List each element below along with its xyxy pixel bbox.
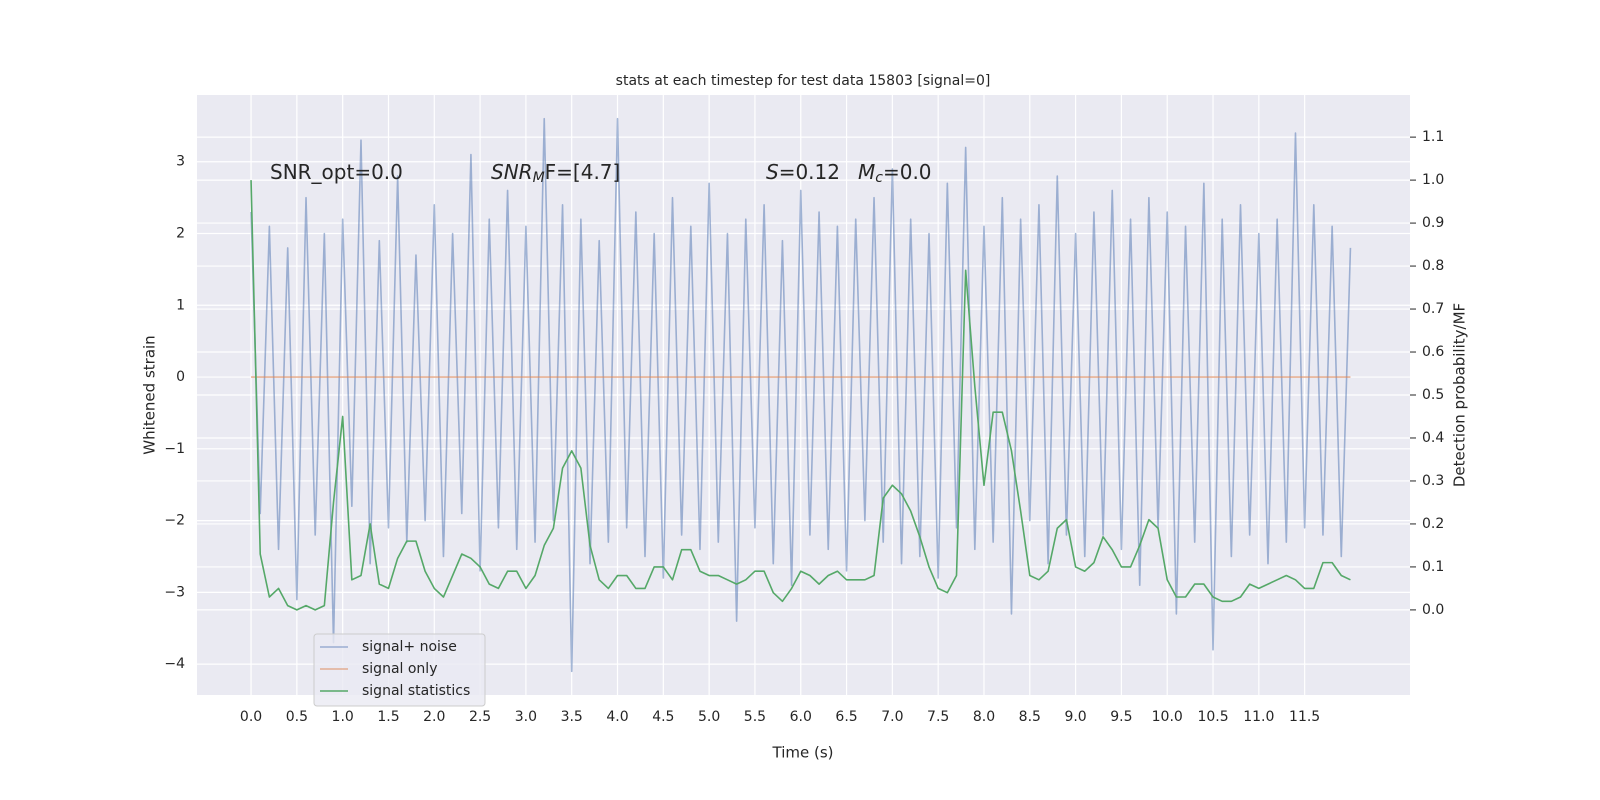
x-tick-label: 1.5 bbox=[377, 709, 399, 725]
x-tick-label: 4.5 bbox=[652, 709, 674, 725]
y-tick-label: −2 bbox=[164, 513, 185, 529]
x-tick-label: 0.5 bbox=[286, 709, 308, 725]
x-tick-label: 9.5 bbox=[1110, 709, 1132, 725]
x-axis-label: Time (s) bbox=[772, 744, 834, 762]
x-tick-label: 2.0 bbox=[423, 709, 445, 725]
annotation-part: M bbox=[533, 170, 545, 186]
x-tick-label: 7.0 bbox=[881, 709, 903, 725]
y-tick-label: 0 bbox=[176, 369, 185, 385]
x-tick-label: 10.0 bbox=[1152, 709, 1183, 725]
legend-label: signal+ noise bbox=[362, 639, 457, 655]
labels: 0.0 0.5 1.0 1.5 2.0 2.5 3.0 3.5 4.0 4.5 5.0 5.5 6.0 6… bbox=[164, 129, 1444, 725]
annotation-part: c bbox=[875, 170, 883, 186]
y2-tick-label: 0.9 bbox=[1422, 215, 1444, 231]
series-line bbox=[250, 180, 1351, 611]
annotation-part: SNR_opt=0.0 bbox=[270, 160, 403, 184]
y-tick-label: 1 bbox=[176, 297, 185, 313]
series-line bbox=[250, 117, 1352, 673]
y2-tick-label: 0.3 bbox=[1422, 473, 1444, 489]
y-tick-label: 3 bbox=[176, 154, 185, 170]
y-tick-label: −1 bbox=[164, 441, 185, 457]
annotation-part: M bbox=[858, 160, 875, 184]
y-tick-label: −3 bbox=[164, 584, 185, 600]
y-tick-label: −4 bbox=[164, 656, 185, 672]
y2-tick-label: 0.2 bbox=[1422, 516, 1444, 532]
y2-tick-label: 1.0 bbox=[1422, 172, 1444, 188]
x-tick-label: 11.0 bbox=[1243, 709, 1274, 725]
y2-axis-label: Detection probability/MF bbox=[1451, 303, 1469, 487]
y-axis-label: Whitened strain bbox=[141, 335, 159, 454]
x-tick-label: 6.0 bbox=[790, 709, 812, 725]
x-tick-label: 8.0 bbox=[973, 709, 995, 725]
y2-tick-label: 0.7 bbox=[1422, 301, 1444, 317]
y2-tick-label: 0.0 bbox=[1422, 602, 1444, 618]
annotation-part: F=[4.7] bbox=[545, 160, 621, 184]
y2-tick-label: 0.8 bbox=[1422, 258, 1444, 274]
x-tick-label: 6.5 bbox=[835, 709, 857, 725]
x-tick-label: 8.5 bbox=[1019, 709, 1041, 725]
x-tick-label: 5.0 bbox=[698, 709, 720, 725]
y2-tick-label: 0.4 bbox=[1422, 430, 1444, 446]
y2-tick-label: 0.1 bbox=[1422, 559, 1444, 575]
x-tick-label: 11.5 bbox=[1289, 709, 1320, 725]
y2-tick-label: 1.1 bbox=[1422, 129, 1444, 145]
x-tick-label: 5.5 bbox=[744, 709, 766, 725]
annotation-part: S bbox=[766, 160, 779, 184]
x-tick-label: 7.5 bbox=[927, 709, 949, 725]
legend-label: signal only bbox=[362, 661, 437, 677]
grid bbox=[197, 95, 1410, 695]
y2-tick-label: 0.6 bbox=[1422, 344, 1444, 360]
x-tick-label: 10.5 bbox=[1197, 709, 1228, 725]
chart-title: stats at each timestep for test data 158… bbox=[616, 73, 991, 89]
x-tick-label: 0.0 bbox=[240, 709, 262, 725]
y-tick-label: 2 bbox=[176, 226, 185, 242]
annotation-part: =0.0 bbox=[883, 160, 932, 184]
x-tick-label: 3.5 bbox=[561, 709, 583, 725]
legend-label: signal statistics bbox=[362, 683, 470, 699]
annotation: SNRMF=[4.7] bbox=[491, 160, 620, 187]
legend-box bbox=[313, 633, 486, 707]
y2-tick-label: 0.5 bbox=[1422, 387, 1444, 403]
x-tick-label: 9.0 bbox=[1064, 709, 1086, 725]
annotation-part: =0.12 bbox=[779, 160, 840, 184]
annotation: S=0.12 bbox=[766, 160, 840, 184]
marks bbox=[250, 117, 1352, 673]
annotation: Mc=0.0 bbox=[858, 160, 932, 187]
x-tick-label: 4.0 bbox=[606, 709, 628, 725]
annotation-part: SNR bbox=[491, 160, 533, 184]
x-tick-label: 1.0 bbox=[332, 709, 354, 725]
annotation: SNR_opt=0.0 bbox=[270, 160, 403, 184]
x-tick-label: 3.0 bbox=[515, 709, 537, 725]
x-tick-label: 2.5 bbox=[469, 709, 491, 725]
